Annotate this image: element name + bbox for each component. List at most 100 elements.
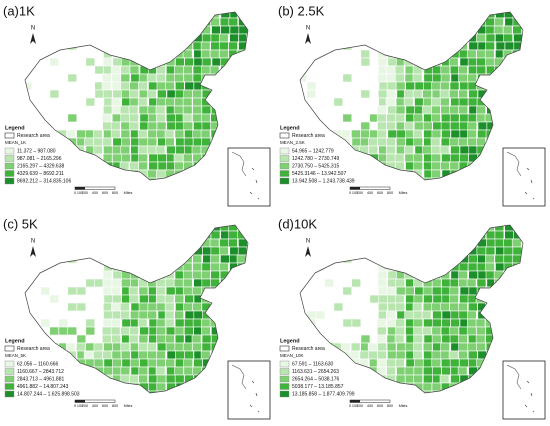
region xyxy=(139,326,149,336)
class-label: 67.591 – 1163.630 xyxy=(292,361,334,367)
region xyxy=(495,137,506,147)
region xyxy=(120,238,131,248)
region xyxy=(466,326,477,336)
region xyxy=(139,270,149,280)
panel-label: (a)1K xyxy=(3,3,35,18)
region xyxy=(513,225,523,232)
region xyxy=(84,382,94,392)
region xyxy=(467,129,477,139)
region xyxy=(137,318,148,328)
region xyxy=(485,25,496,35)
region xyxy=(129,374,139,384)
region xyxy=(504,225,514,232)
region xyxy=(229,25,240,35)
region xyxy=(129,65,140,75)
region xyxy=(412,129,423,139)
region xyxy=(85,177,96,180)
region xyxy=(193,121,203,131)
region xyxy=(166,12,176,19)
region xyxy=(495,262,505,272)
region xyxy=(413,262,423,272)
region xyxy=(386,153,396,163)
class-label: 5038.177 – 13.185.857 xyxy=(292,384,344,390)
class-swatch xyxy=(4,170,15,177)
region xyxy=(238,318,248,328)
region xyxy=(174,73,184,83)
region xyxy=(522,33,523,43)
region xyxy=(422,121,433,131)
region xyxy=(76,334,87,344)
region xyxy=(387,246,397,256)
region xyxy=(477,153,488,163)
region xyxy=(182,286,193,296)
region xyxy=(129,49,139,59)
region xyxy=(192,390,202,393)
region xyxy=(157,89,167,99)
region xyxy=(386,73,396,83)
region xyxy=(247,25,248,35)
region xyxy=(395,225,406,232)
region xyxy=(369,382,380,392)
region xyxy=(440,161,450,171)
region xyxy=(422,326,432,336)
region xyxy=(174,310,184,320)
region xyxy=(237,286,248,296)
region xyxy=(103,161,114,171)
region xyxy=(351,12,362,19)
region xyxy=(477,121,488,131)
region xyxy=(376,358,387,368)
region xyxy=(191,25,202,35)
region xyxy=(156,81,167,91)
region xyxy=(422,366,433,376)
region xyxy=(459,113,469,123)
region xyxy=(414,97,424,107)
region xyxy=(332,137,342,147)
region xyxy=(193,358,203,368)
region xyxy=(394,230,405,240)
region xyxy=(210,33,221,43)
region xyxy=(484,161,495,171)
region xyxy=(192,262,202,272)
region xyxy=(237,270,248,280)
region xyxy=(458,225,469,232)
region xyxy=(58,326,69,336)
region xyxy=(413,278,423,288)
scale-label: 200 xyxy=(357,191,363,195)
region xyxy=(475,225,486,232)
region xyxy=(476,169,486,179)
region xyxy=(85,342,95,352)
region xyxy=(395,81,406,91)
region xyxy=(466,12,477,19)
region xyxy=(49,230,60,240)
region xyxy=(466,17,477,27)
region xyxy=(477,129,487,139)
region xyxy=(422,145,432,155)
region xyxy=(351,137,362,147)
region xyxy=(102,177,113,180)
region xyxy=(220,25,231,35)
region xyxy=(387,382,398,392)
region xyxy=(306,137,316,147)
region xyxy=(504,270,515,280)
region xyxy=(84,390,94,393)
region xyxy=(183,137,194,147)
region xyxy=(156,374,167,384)
region xyxy=(493,334,504,344)
region xyxy=(192,254,203,264)
region xyxy=(210,246,221,256)
region xyxy=(156,302,167,312)
region xyxy=(395,17,406,27)
scale-bar-fill xyxy=(350,187,360,190)
region xyxy=(101,390,112,393)
region xyxy=(67,366,77,376)
region xyxy=(210,270,220,280)
region xyxy=(237,113,248,123)
region xyxy=(139,113,150,123)
region xyxy=(219,262,229,272)
region xyxy=(494,161,504,171)
region xyxy=(165,137,175,147)
region xyxy=(246,225,248,232)
region xyxy=(387,350,397,360)
region xyxy=(220,230,230,240)
region xyxy=(404,33,414,43)
